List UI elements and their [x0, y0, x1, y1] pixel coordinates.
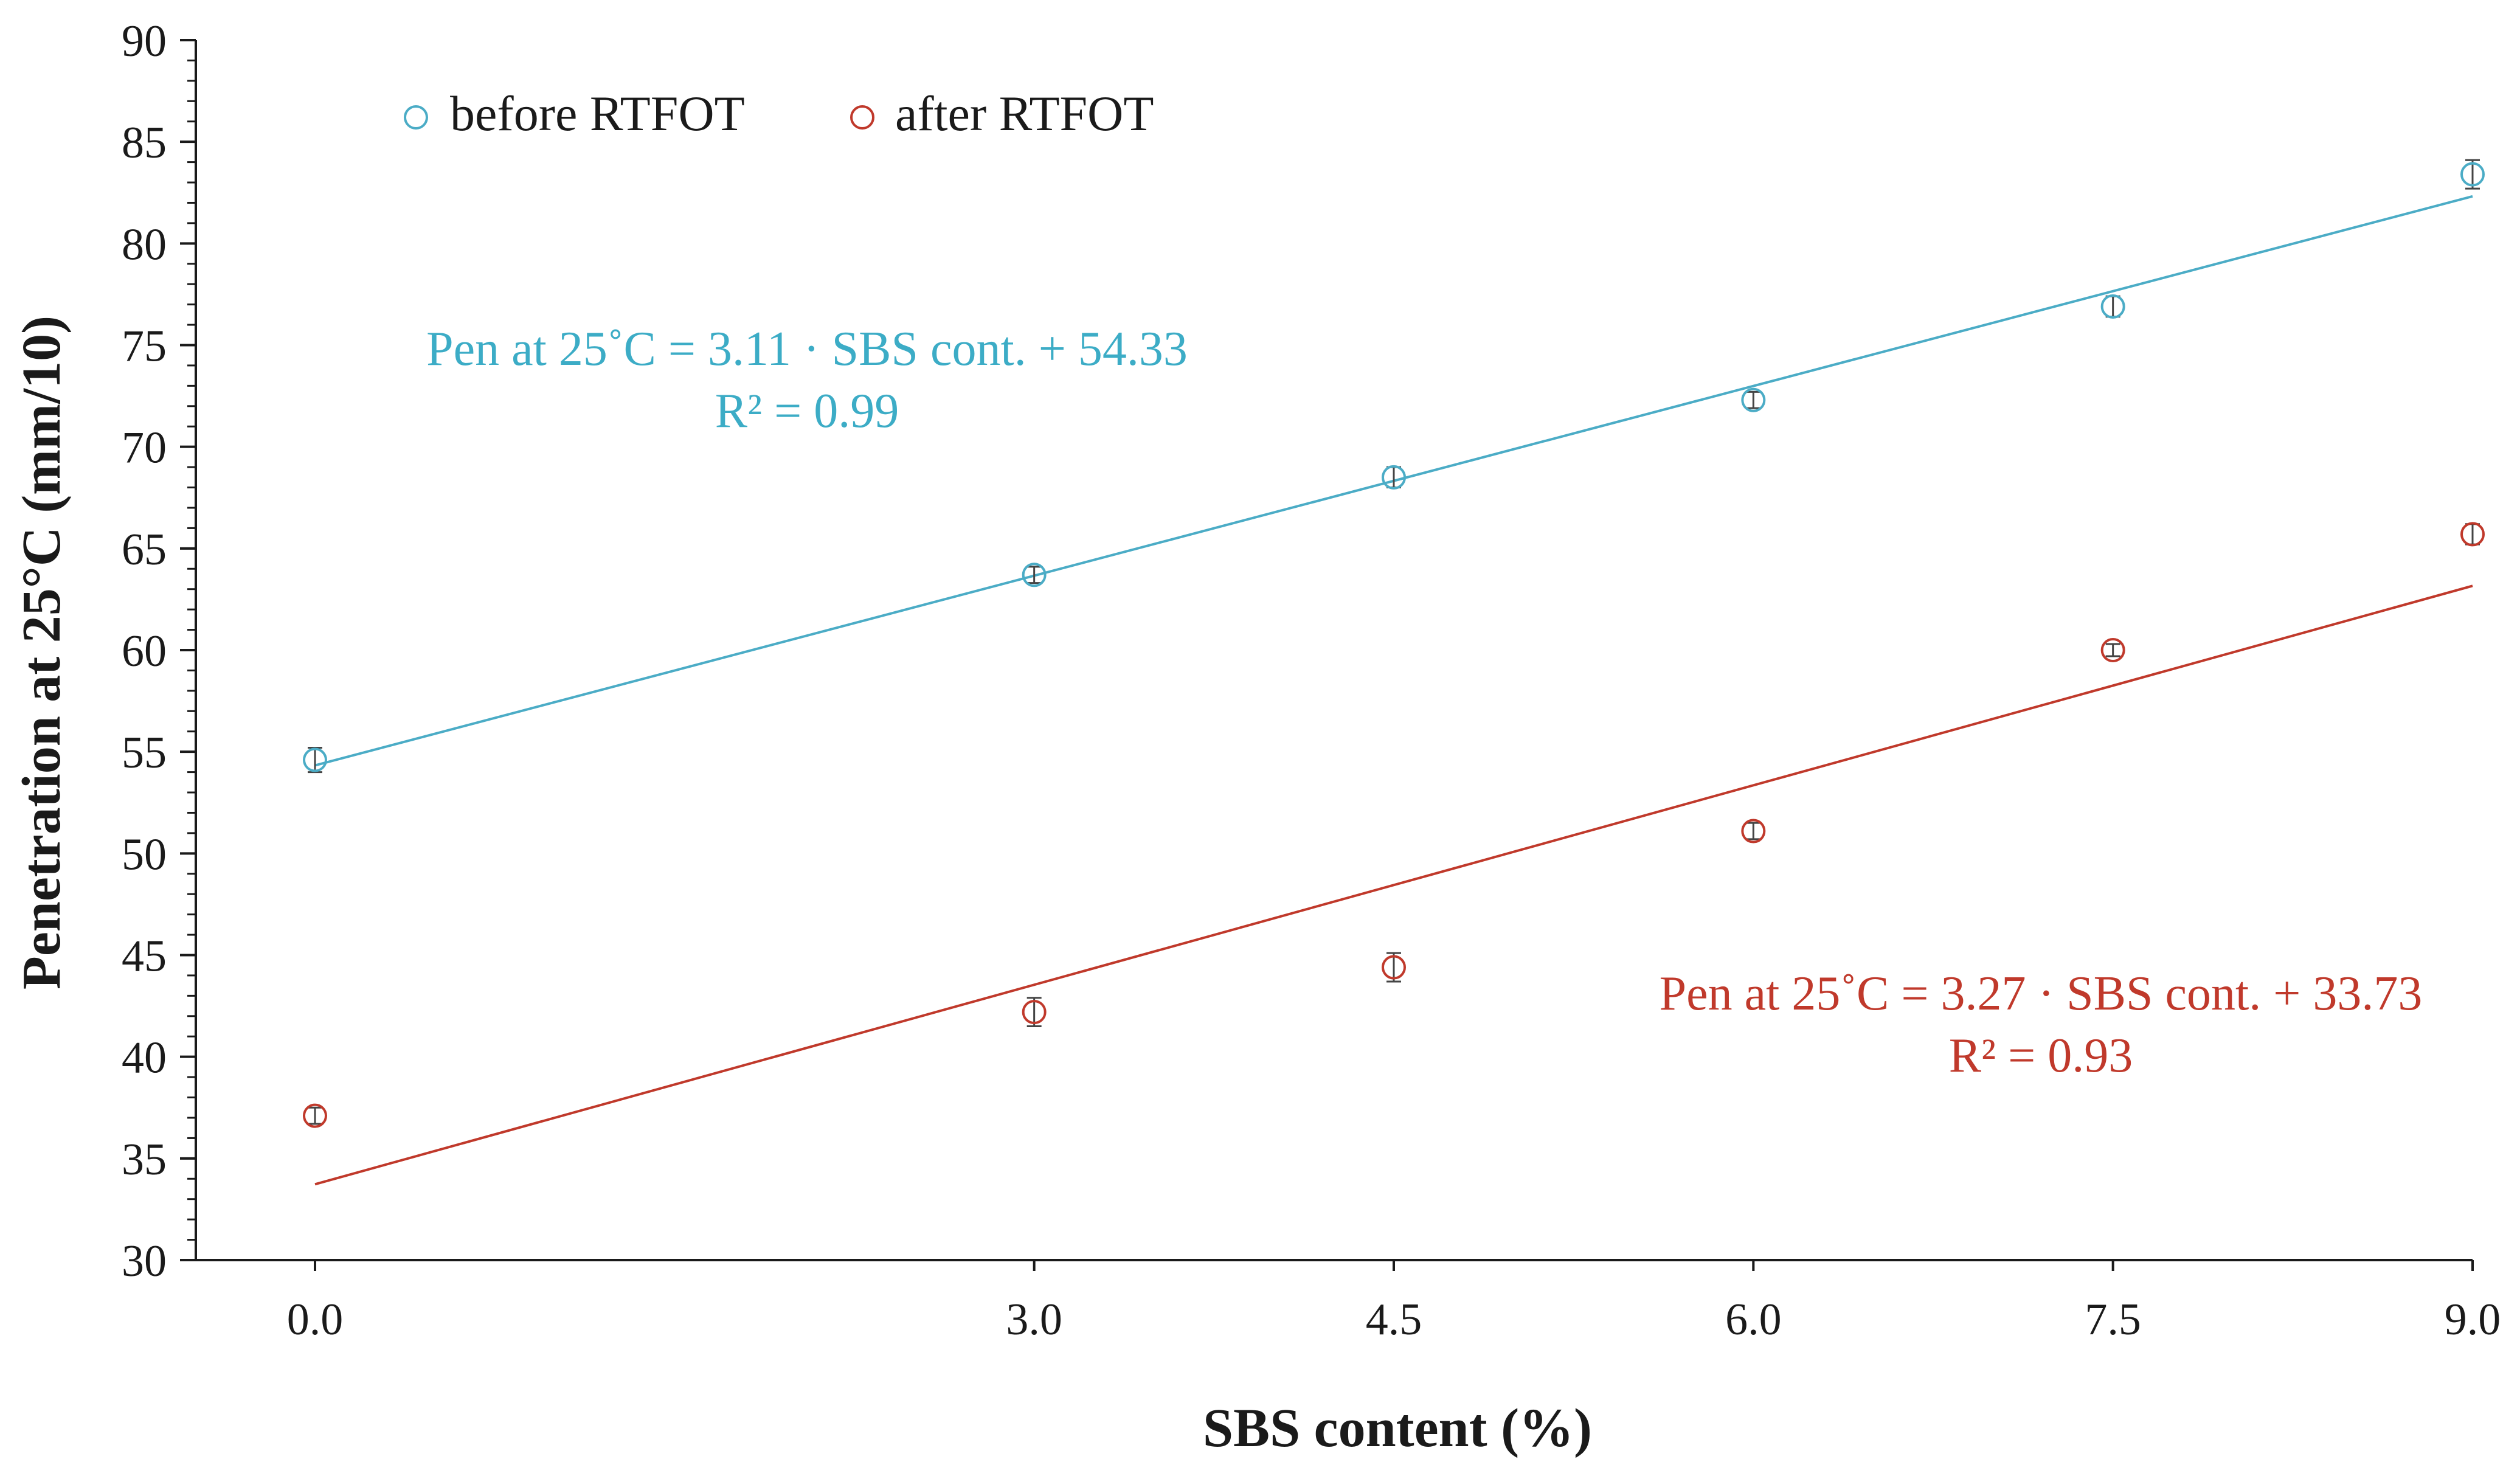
x-tick-label: 4.5: [1366, 1295, 1422, 1345]
marker-before: [2100, 294, 2125, 319]
marker-after: [1022, 1000, 1047, 1025]
x-tick-label: 6.0: [1725, 1295, 1782, 1345]
marker-after: [1741, 819, 1766, 844]
marker-before: [1022, 563, 1047, 587]
plot-area: 30 35 40 45 50 55 60 65 70 75 80 85 90 0.0 3.0 4.5 6.0 7…: [122, 16, 2501, 1345]
marker-after: [1382, 955, 1406, 980]
x-tick-label: 9.0: [2445, 1295, 2501, 1345]
x-axis-title: SBS content (%): [1203, 1398, 1592, 1458]
x-axis-ticks: 0.0 3.0 4.5 6.0 7.5 9.0: [287, 1260, 2501, 1345]
y-tick-label: 70: [122, 423, 167, 473]
data-points: [303, 159, 2485, 1128]
legend-label-before: before RTFOT: [450, 86, 745, 141]
x-tick-label: 3.0: [1006, 1295, 1062, 1345]
y-axis-ticks: 30 35 40 45 50 55 60 65 70 75 80 85 90: [122, 16, 196, 1286]
legend: before RTFOT after RTFOT: [404, 86, 1154, 141]
data-point-before: [1741, 387, 1766, 412]
equation-before-formula: Pen at 25˚C = 3.11 · SBS cont. + 54.33: [426, 322, 1188, 376]
data-point-before: [2100, 294, 2125, 319]
data-point-after: [1022, 997, 1047, 1028]
y-tick-label: 90: [122, 16, 167, 66]
data-point-after: [303, 1103, 327, 1128]
trendline-after: [314, 584, 2473, 1186]
y-tick-label: 45: [122, 932, 167, 982]
marker-before: [2460, 162, 2485, 187]
data-point-before: [1382, 465, 1406, 490]
y-tick-label: 60: [122, 626, 167, 676]
equation-before: Pen at 25˚C = 3.11 · SBS cont. + 54.33 R…: [426, 322, 1188, 438]
data-point-after: [1382, 952, 1406, 983]
y-tick-label: 85: [122, 118, 167, 168]
data-point-after: [1741, 819, 1766, 844]
legend-marker-before: [404, 105, 428, 130]
y-tick-label: 30: [122, 1236, 167, 1286]
y-tick-label: 35: [122, 1135, 167, 1185]
marker-after: [303, 1103, 327, 1128]
y-tick-label: 80: [122, 220, 167, 269]
x-tick-label: 0.0: [287, 1295, 344, 1345]
marker-before: [303, 747, 327, 772]
marker-after: [2460, 522, 2485, 547]
y-axis-title: Penetration at 25°C (mm/10): [12, 316, 72, 989]
data-point-before: [2460, 159, 2485, 190]
equation-before-r2: R² = 0.99: [715, 384, 899, 438]
x-tick-label: 7.5: [2085, 1295, 2141, 1345]
y-tick-label: 65: [122, 525, 167, 575]
data-point-after: [2460, 522, 2485, 547]
data-point-before: [303, 746, 327, 774]
data-point-before: [1022, 563, 1047, 587]
marker-before: [1741, 387, 1766, 412]
equation-after-formula: Pen at 25˚C = 3.27 · SBS cont. + 33.73: [1660, 967, 2423, 1020]
legend-item-before: before RTFOT: [404, 86, 745, 141]
legend-item-after: after RTFOT: [850, 86, 1154, 141]
marker-before: [1382, 465, 1406, 490]
y-tick-label: 40: [122, 1033, 167, 1083]
equation-after: Pen at 25˚C = 3.27 · SBS cont. + 33.73 R…: [1660, 967, 2423, 1083]
equation-after-r2: R² = 0.93: [1949, 1029, 2133, 1083]
y-tick-label: 50: [122, 830, 167, 879]
y-tick-label: 55: [122, 728, 167, 778]
data-point-after: [2100, 638, 2125, 662]
legend-marker-after: [850, 105, 874, 130]
marker-after: [2100, 638, 2125, 662]
legend-label-after: after RTFOT: [895, 86, 1154, 141]
y-tick-label: 75: [122, 322, 167, 372]
